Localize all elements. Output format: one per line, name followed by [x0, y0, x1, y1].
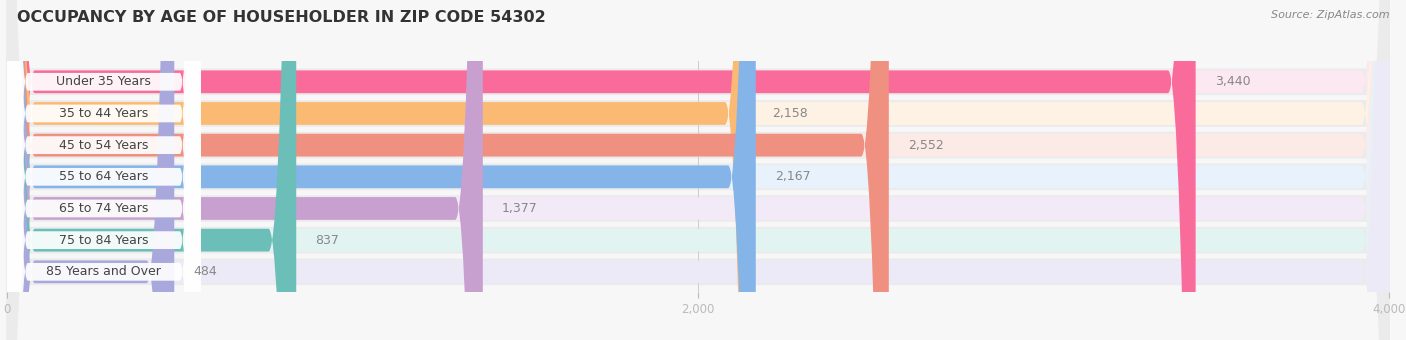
FancyBboxPatch shape — [7, 0, 889, 340]
FancyBboxPatch shape — [7, 0, 1389, 340]
Text: 55 to 64 Years: 55 to 64 Years — [59, 170, 149, 183]
FancyBboxPatch shape — [7, 0, 1389, 340]
FancyBboxPatch shape — [7, 0, 482, 340]
Text: 2,158: 2,158 — [772, 107, 807, 120]
Text: 75 to 84 Years: 75 to 84 Years — [59, 234, 149, 246]
FancyBboxPatch shape — [7, 0, 1389, 340]
FancyBboxPatch shape — [7, 0, 1389, 340]
FancyBboxPatch shape — [7, 0, 201, 340]
Text: 2,167: 2,167 — [775, 170, 810, 183]
FancyBboxPatch shape — [7, 0, 1389, 340]
Text: 85 Years and Over: 85 Years and Over — [46, 265, 162, 278]
FancyBboxPatch shape — [7, 0, 1389, 340]
FancyBboxPatch shape — [7, 0, 752, 340]
Text: 484: 484 — [193, 265, 217, 278]
Text: 35 to 44 Years: 35 to 44 Years — [59, 107, 149, 120]
FancyBboxPatch shape — [7, 0, 756, 340]
FancyBboxPatch shape — [7, 0, 1389, 340]
Text: Source: ZipAtlas.com: Source: ZipAtlas.com — [1271, 10, 1389, 20]
FancyBboxPatch shape — [7, 0, 1195, 340]
FancyBboxPatch shape — [7, 0, 201, 340]
Text: 65 to 74 Years: 65 to 74 Years — [59, 202, 149, 215]
Text: 2,552: 2,552 — [908, 139, 943, 152]
Text: 3,440: 3,440 — [1215, 75, 1250, 88]
FancyBboxPatch shape — [7, 0, 201, 340]
Text: OCCUPANCY BY AGE OF HOUSEHOLDER IN ZIP CODE 54302: OCCUPANCY BY AGE OF HOUSEHOLDER IN ZIP C… — [17, 10, 546, 25]
FancyBboxPatch shape — [7, 0, 201, 340]
FancyBboxPatch shape — [7, 0, 1389, 340]
FancyBboxPatch shape — [7, 0, 201, 340]
FancyBboxPatch shape — [7, 0, 1389, 340]
Text: 45 to 54 Years: 45 to 54 Years — [59, 139, 149, 152]
Text: 837: 837 — [315, 234, 339, 246]
FancyBboxPatch shape — [7, 0, 297, 340]
FancyBboxPatch shape — [7, 0, 1389, 340]
FancyBboxPatch shape — [7, 0, 201, 340]
FancyBboxPatch shape — [7, 0, 1389, 340]
FancyBboxPatch shape — [7, 0, 1389, 340]
FancyBboxPatch shape — [7, 0, 1389, 340]
FancyBboxPatch shape — [7, 0, 1389, 340]
Text: Under 35 Years: Under 35 Years — [56, 75, 152, 88]
FancyBboxPatch shape — [7, 0, 201, 340]
FancyBboxPatch shape — [7, 0, 174, 340]
Text: 1,377: 1,377 — [502, 202, 537, 215]
